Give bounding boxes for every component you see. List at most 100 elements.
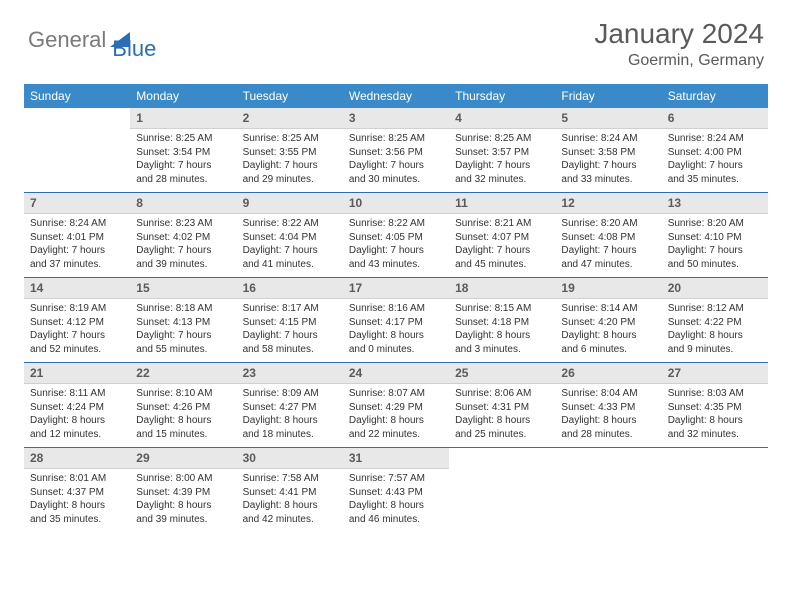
title-block: January 2024 Goermin, Germany — [594, 18, 764, 70]
day-cell — [555, 448, 661, 533]
daylight-line1: Daylight: 7 hours — [136, 329, 230, 343]
daylight-line1: Daylight: 8 hours — [136, 499, 230, 513]
week-row: 1Sunrise: 8:25 AMSunset: 3:54 PMDaylight… — [24, 108, 768, 193]
sunrise-text: Sunrise: 8:20 AM — [668, 217, 762, 231]
daylight-line1: Daylight: 7 hours — [243, 159, 337, 173]
day-header: Wednesday — [343, 84, 449, 108]
calendar-head: SundayMondayTuesdayWednesdayThursdayFrid… — [24, 84, 768, 108]
day-cell: 5Sunrise: 8:24 AMSunset: 3:58 PMDaylight… — [555, 108, 661, 193]
daylight-line2: and 15 minutes. — [136, 428, 230, 442]
day-cell: 27Sunrise: 8:03 AMSunset: 4:35 PMDayligh… — [662, 363, 768, 448]
sunset-text: Sunset: 3:55 PM — [243, 146, 337, 160]
daylight-line1: Daylight: 8 hours — [30, 499, 124, 513]
day-cell: 7Sunrise: 8:24 AMSunset: 4:01 PMDaylight… — [24, 193, 130, 278]
sunrise-text: Sunrise: 8:24 AM — [668, 132, 762, 146]
day-body: Sunrise: 8:25 AMSunset: 3:55 PMDaylight:… — [237, 129, 343, 192]
day-header: Saturday — [662, 84, 768, 108]
calendar-table: SundayMondayTuesdayWednesdayThursdayFrid… — [24, 84, 768, 532]
daylight-line2: and 46 minutes. — [349, 513, 443, 527]
day-cell: 1Sunrise: 8:25 AMSunset: 3:54 PMDaylight… — [130, 108, 236, 193]
sunrise-text: Sunrise: 8:07 AM — [349, 387, 443, 401]
day-body: Sunrise: 8:24 AMSunset: 4:00 PMDaylight:… — [662, 129, 768, 192]
sunrise-text: Sunrise: 8:18 AM — [136, 302, 230, 316]
daylight-line2: and 50 minutes. — [668, 258, 762, 272]
day-header: Monday — [130, 84, 236, 108]
daylight-line2: and 41 minutes. — [243, 258, 337, 272]
daylight-line1: Daylight: 8 hours — [561, 329, 655, 343]
day-cell: 15Sunrise: 8:18 AMSunset: 4:13 PMDayligh… — [130, 278, 236, 363]
day-cell: 14 Sunrise: 8:19 AMSunset: 4:12 PMDayligh… — [24, 278, 130, 363]
week-row: 28Sunrise: 8:01 AMSunset: 4:37 PMDayligh… — [24, 448, 768, 533]
daylight-line1: Daylight: 7 hours — [30, 329, 124, 343]
day-body: Sunrise: 8:23 AMSunset: 4:02 PMDaylight:… — [130, 214, 236, 277]
daylight-line1: Daylight: 8 hours — [349, 329, 443, 343]
daylight-line1: Daylight: 8 hours — [136, 414, 230, 428]
day-body: Sunrise: 8:22 AMSunset: 4:04 PMDaylight:… — [237, 214, 343, 277]
day-number: 20 — [662, 278, 768, 299]
sunset-text: Sunset: 4:37 PM — [30, 486, 124, 500]
sunset-text: Sunset: 4:18 PM — [455, 316, 549, 330]
day-cell — [662, 448, 768, 533]
page-header: General Blue January 2024 Goermin, Germa… — [0, 0, 792, 78]
day-body: Sunrise: 8:04 AMSunset: 4:33 PMDaylight:… — [555, 384, 661, 447]
sunset-text: Sunset: 4:02 PM — [136, 231, 230, 245]
daylight-line2: and 35 minutes. — [30, 513, 124, 527]
daylight-line2: and 43 minutes. — [349, 258, 443, 272]
daylight-line2: and 29 minutes. — [243, 173, 337, 187]
day-number: 17 — [343, 278, 449, 299]
day-body: Sunrise: 8:18 AMSunset: 4:13 PMDaylight:… — [130, 299, 236, 362]
day-number: 4 — [449, 108, 555, 129]
daylight-line2: and 12 minutes. — [30, 428, 124, 442]
day-cell: 28Sunrise: 8:01 AMSunset: 4:37 PMDayligh… — [24, 448, 130, 533]
day-number: 25 — [449, 363, 555, 384]
daylight-line2: and 22 minutes. — [349, 428, 443, 442]
day-cell: 6Sunrise: 8:24 AMSunset: 4:00 PMDaylight… — [662, 108, 768, 193]
sunset-text: Sunset: 4:12 PM — [30, 316, 124, 330]
day-header: Friday — [555, 84, 661, 108]
sunset-text: Sunset: 4:05 PM — [349, 231, 443, 245]
week-row: 7Sunrise: 8:24 AMSunset: 4:01 PMDaylight… — [24, 193, 768, 278]
daylight-line1: Daylight: 8 hours — [349, 499, 443, 513]
daylight-line1: Daylight: 7 hours — [455, 244, 549, 258]
day-cell: 4Sunrise: 8:25 AMSunset: 3:57 PMDaylight… — [449, 108, 555, 193]
calendar-body: 1Sunrise: 8:25 AMSunset: 3:54 PMDaylight… — [24, 108, 768, 532]
day-number: 14 — [24, 278, 130, 299]
day-body: Sunrise: 8:16 AMSunset: 4:17 PMDaylight:… — [343, 299, 449, 362]
logo-text-gray: General — [28, 27, 106, 53]
daylight-line2: and 18 minutes. — [243, 428, 337, 442]
day-cell: 18Sunrise: 8:15 AMSunset: 4:18 PMDayligh… — [449, 278, 555, 363]
day-body: Sunrise: 7:57 AMSunset: 4:43 PMDaylight:… — [343, 469, 449, 532]
week-row: 21Sunrise: 8:11 AMSunset: 4:24 PMDayligh… — [24, 363, 768, 448]
sunset-text: Sunset: 4:27 PM — [243, 401, 337, 415]
day-number: 9 — [237, 193, 343, 214]
sunset-text: Sunset: 4:00 PM — [668, 146, 762, 160]
daylight-line2: and 28 minutes. — [561, 428, 655, 442]
day-body: Sunrise: 8:20 AMSunset: 4:08 PMDaylight:… — [555, 214, 661, 277]
day-cell: 16Sunrise: 8:17 AMSunset: 4:15 PMDayligh… — [237, 278, 343, 363]
day-number: 12 — [555, 193, 661, 214]
sunrise-text: Sunrise: 8:22 AM — [243, 217, 337, 231]
sunrise-text: Sunrise: 7:57 AM — [349, 472, 443, 486]
daylight-line1: Daylight: 8 hours — [243, 499, 337, 513]
sunset-text: Sunset: 4:04 PM — [243, 231, 337, 245]
sunrise-text: Sunrise: 8:10 AM — [136, 387, 230, 401]
day-number: 30 — [237, 448, 343, 469]
daylight-line1: Daylight: 8 hours — [455, 414, 549, 428]
sunset-text: Sunset: 4:35 PM — [668, 401, 762, 415]
sunrise-text: Sunrise: 8:19 AM — [30, 302, 124, 316]
sunrise-text: Sunrise: 8:17 AM — [243, 302, 337, 316]
day-cell: 8Sunrise: 8:23 AMSunset: 4:02 PMDaylight… — [130, 193, 236, 278]
day-body: Sunrise: 8:01 AMSunset: 4:37 PMDaylight:… — [24, 469, 130, 532]
day-number: 5 — [555, 108, 661, 129]
day-body: Sunrise: 8:03 AMSunset: 4:35 PMDaylight:… — [662, 384, 768, 447]
day-cell: 2Sunrise: 8:25 AMSunset: 3:55 PMDaylight… — [237, 108, 343, 193]
day-cell — [24, 108, 130, 193]
day-body: Sunrise: 8:09 AMSunset: 4:27 PMDaylight:… — [237, 384, 343, 447]
day-body: Sunrise: 8:10 AMSunset: 4:26 PMDaylight:… — [130, 384, 236, 447]
day-body: Sunrise: 8:06 AMSunset: 4:31 PMDaylight:… — [449, 384, 555, 447]
sunset-text: Sunset: 4:39 PM — [136, 486, 230, 500]
day-cell: 24Sunrise: 8:07 AMSunset: 4:29 PMDayligh… — [343, 363, 449, 448]
day-body: Sunrise: 8:25 AMSunset: 3:57 PMDaylight:… — [449, 129, 555, 192]
day-number: 8 — [130, 193, 236, 214]
day-body: Sunrise: 8:24 AMSunset: 4:01 PMDaylight:… — [24, 214, 130, 277]
